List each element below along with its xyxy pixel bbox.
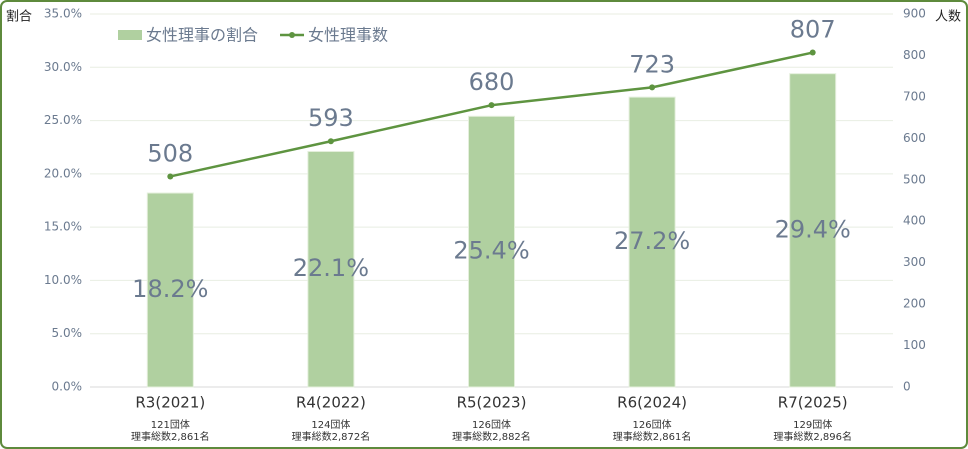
line-point — [488, 102, 495, 109]
y-tick-label: 5.0% — [52, 326, 83, 340]
y-tick-label: 0.0% — [52, 380, 83, 394]
bar-value-label: 27.2% — [614, 227, 690, 255]
y2-tick-label: 900 — [903, 7, 926, 21]
y2-tick-label: 700 — [903, 89, 926, 103]
legend-swatch — [118, 30, 142, 40]
y2-tick-label: 500 — [903, 172, 926, 186]
y-tick-label: 35.0% — [44, 7, 82, 21]
x-tick-note: 理事総数2,872名 — [292, 430, 371, 443]
bar-value-label: 25.4% — [453, 237, 529, 265]
bar-value-label: 29.4% — [775, 215, 851, 243]
x-tick-label: R7(2025) — [778, 394, 848, 412]
legend-label: 女性理事の割合 — [146, 26, 258, 45]
x-tick-note: 126団体 — [472, 419, 511, 431]
y2-tick-label: 200 — [903, 297, 926, 311]
x-tick-note: 129団体 — [793, 419, 832, 431]
bar — [146, 192, 194, 388]
bar — [628, 96, 676, 388]
x-tick-note: 121団体 — [151, 419, 190, 431]
y2-tick-label: 0 — [903, 380, 911, 394]
legend-label: 女性理事数 — [308, 26, 388, 45]
y2-tick-label: 800 — [903, 48, 926, 62]
line-value-label: 593 — [308, 104, 354, 132]
line-value-label: 807 — [790, 16, 836, 44]
x-tick-label: R5(2023) — [457, 394, 527, 412]
y2-axis-label: 人数 — [935, 10, 961, 25]
x-tick-note: 理事総数2,882名 — [452, 430, 531, 443]
y2-tick-label: 400 — [903, 214, 926, 228]
bar — [468, 115, 515, 388]
bar-value-label: 18.2% — [132, 275, 208, 303]
y-tick-label: 10.0% — [44, 273, 82, 287]
x-tick-note: 理事総数2,896名 — [773, 430, 852, 443]
line-point — [167, 173, 174, 180]
line-value-label: 680 — [469, 68, 515, 96]
y2-tick-label: 300 — [903, 255, 926, 269]
y-tick-label: 25.0% — [44, 113, 82, 127]
line-point — [649, 84, 656, 91]
line-point — [327, 138, 334, 145]
y-tick-label: 15.0% — [44, 220, 82, 234]
bar — [789, 73, 837, 388]
line-value-label: 723 — [629, 50, 675, 78]
bar — [307, 150, 355, 388]
x-tick-note: 理事総数2,861名 — [131, 430, 210, 443]
line-point — [809, 49, 816, 56]
x-tick-label: R3(2021) — [135, 394, 205, 412]
x-tick-label: R6(2024) — [617, 394, 687, 412]
x-tick-note: 124団体 — [311, 419, 350, 431]
y2-tick-label: 100 — [903, 338, 926, 352]
y-axis-label: 割合 — [6, 9, 32, 25]
x-tick-note: 126団体 — [633, 419, 672, 431]
bar-value-label: 22.1% — [293, 254, 369, 282]
y-tick-label: 20.0% — [44, 166, 82, 180]
x-tick-label: R4(2022) — [296, 394, 366, 412]
line-value-label: 508 — [147, 139, 193, 167]
legend-swatch — [289, 32, 296, 38]
y-tick-label: 30.0% — [44, 60, 82, 74]
y2-tick-label: 600 — [903, 131, 926, 145]
x-tick-note: 理事総数2,861名 — [613, 430, 692, 443]
